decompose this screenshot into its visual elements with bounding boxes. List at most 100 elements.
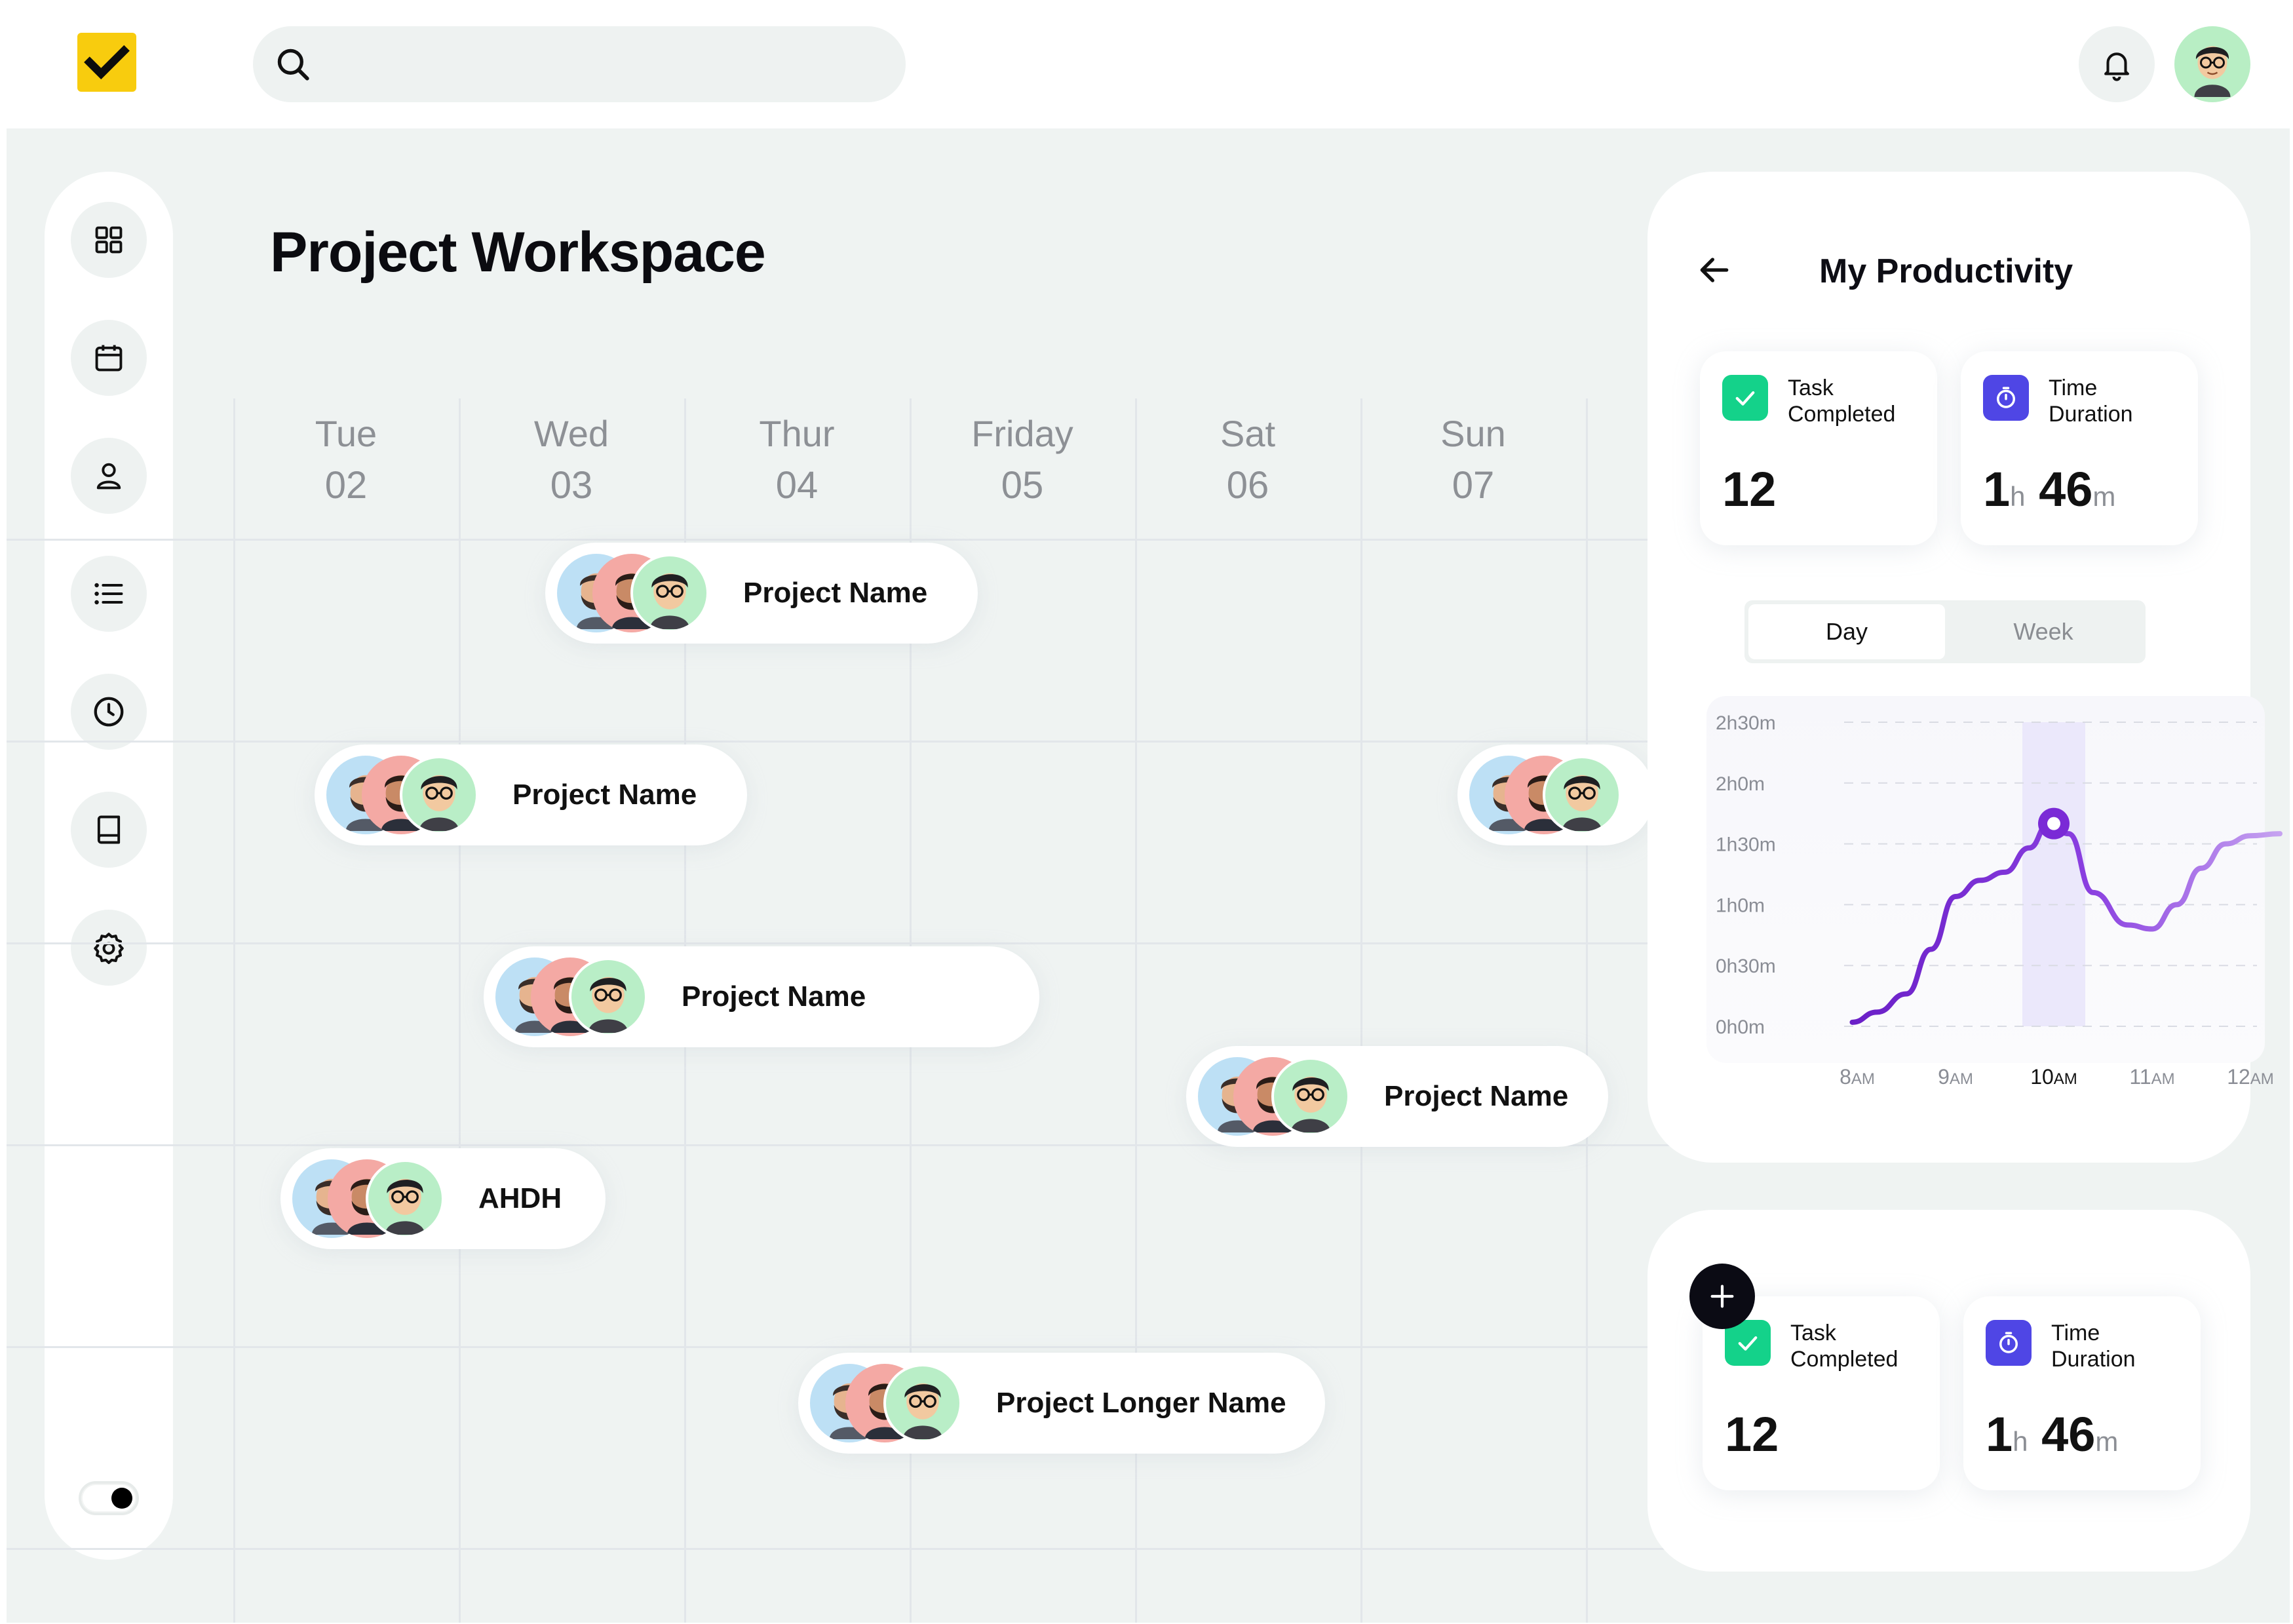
- check-badge: [1722, 375, 1768, 421]
- toggle-knob: [111, 1488, 132, 1509]
- project-name: Project Name: [512, 779, 697, 811]
- hours-unit: h: [2010, 481, 2026, 512]
- day-name: Wed: [533, 413, 609, 454]
- hours-value: 1: [1986, 1407, 2013, 1461]
- day-date: 06: [1226, 464, 1269, 507]
- task-completed-card[interactable]: Task Completed 12: [1703, 1296, 1940, 1490]
- chart-area: 2h30m 2h0m 1h30m 1h0m 0h30m 0h0m 8AM 9AM 10AM 11A…: [1706, 696, 2283, 1089]
- member-avatars: [1469, 756, 1624, 834]
- glasses-person-icon: [588, 976, 628, 1033]
- check-icon: [1735, 391, 1755, 406]
- timer-icon: [1997, 387, 2015, 408]
- task-completed-value: 12: [1725, 1407, 1779, 1461]
- sidebar-item-dashboard[interactable]: [71, 202, 147, 278]
- sidebar-item-docs[interactable]: [71, 792, 147, 868]
- timer-icon: [1999, 1332, 2018, 1353]
- task-completed-label: Task Completed: [1790, 1321, 1898, 1372]
- glasses-person-icon: [1290, 1076, 1331, 1132]
- tab-week[interactable]: Week: [2013, 618, 2073, 645]
- member-avatar: [366, 1159, 444, 1238]
- search-icon: [277, 48, 309, 81]
- glasses-person-icon: [419, 775, 459, 831]
- day-header[interactable]: Thur 04: [715, 410, 879, 514]
- day-header[interactable]: Sat 06: [1166, 410, 1330, 514]
- project-pill[interactable]: Project Name: [1186, 1046, 1608, 1147]
- add-button[interactable]: [1689, 1264, 1755, 1329]
- sidebar-item-list[interactable]: [71, 556, 147, 632]
- plus-icon: [1710, 1285, 1734, 1308]
- theme-toggle[interactable]: [79, 1481, 139, 1515]
- day-date: 02: [324, 464, 368, 507]
- productivity-chart: 2h30m 2h0m 1h30m 1h0m 0h30m 0h0m 8AM 9AM 10AM 11A…: [1716, 712, 2283, 1089]
- glasses-person-icon: [902, 1383, 943, 1439]
- sidebar-item-profile[interactable]: [71, 438, 147, 514]
- project-pill[interactable]: Project Name: [545, 543, 978, 644]
- page-title: Project Workspace: [270, 221, 766, 284]
- timer-badge: [1986, 1320, 2032, 1366]
- x-tick-label: 12AM: [2227, 1065, 2274, 1089]
- highlight-point-center: [2047, 817, 2060, 830]
- project-pill[interactable]: Project Longer Name: [798, 1353, 1325, 1454]
- y-tick-label: 1h0m: [1716, 895, 1765, 916]
- project-pill[interactable]: Project Name: [315, 744, 747, 845]
- x-tick-label: 10AM: [2030, 1065, 2077, 1089]
- member-avatar: [630, 554, 709, 632]
- member-avatar: [1271, 1057, 1350, 1136]
- search-bar[interactable]: [253, 26, 906, 102]
- y-tick-label: 2h30m: [1716, 712, 1776, 734]
- minutes-value: 46: [2041, 1407, 2096, 1461]
- sidebar: [45, 172, 173, 1560]
- time-duration-card[interactable]: Time Duration 1h 46m: [1961, 351, 2198, 545]
- search-input[interactable]: [325, 49, 862, 79]
- day-name: Friday: [971, 413, 1073, 454]
- day-header[interactable]: Tue 02: [264, 410, 428, 514]
- day-name: Thur: [759, 413, 835, 454]
- sidebar-item-time[interactable]: [71, 674, 147, 750]
- sidebar-item-calendar[interactable]: [71, 320, 147, 396]
- grid-column-line: [1135, 398, 1137, 1623]
- book-icon: [97, 815, 121, 844]
- time-duration-label: Time Duration: [2049, 376, 2133, 427]
- project-pill[interactable]: [1457, 744, 1654, 845]
- glasses-person-icon: [649, 573, 690, 629]
- notifications-button[interactable]: [2079, 26, 2155, 102]
- time-duration-value: 1h 46m: [1983, 461, 2115, 517]
- y-tick-label: 0h0m: [1716, 1016, 1765, 1038]
- member-avatars: [326, 756, 481, 834]
- day-header[interactable]: Sun 07: [1391, 410, 1555, 514]
- task-completed-label: Task Completed: [1788, 376, 1896, 427]
- member-avatars: [810, 1364, 965, 1442]
- task-completed-value: 12: [1722, 462, 1777, 516]
- project-name: Project Name: [682, 980, 866, 1013]
- tab-day[interactable]: Day: [1748, 604, 1945, 659]
- glasses-person-icon: [385, 1178, 425, 1235]
- member-avatar: [883, 1364, 962, 1442]
- grid-row-line: [7, 1144, 1678, 1146]
- x-tick-label: 9AM: [1938, 1065, 1973, 1089]
- time-duration-label: Time Duration: [2051, 1321, 2136, 1372]
- minutes-unit: m: [2092, 481, 2116, 512]
- minutes-value: 46: [2039, 462, 2093, 516]
- project-pill[interactable]: AHDH: [280, 1148, 606, 1249]
- minutes-unit: m: [2095, 1426, 2119, 1457]
- task-completed-card[interactable]: Task Completed 12: [1700, 351, 1937, 545]
- workspace-area: Project Workspace Tue 02 Wed 03 Thur 04 Fri…: [7, 128, 2290, 1623]
- day-header[interactable]: Friday 05: [940, 410, 1104, 514]
- checkmark-logo-icon: [84, 45, 130, 80]
- timer-badge: [1983, 375, 2029, 421]
- user-avatar[interactable]: [2174, 26, 2250, 102]
- y-tick-label: 0h30m: [1716, 956, 1776, 977]
- time-duration-card[interactable]: Time Duration 1h 46m: [1963, 1296, 2201, 1490]
- x-tick-label: 8AM: [1840, 1065, 1875, 1089]
- grid-column-line: [1586, 398, 1588, 1623]
- back-arrow-icon[interactable]: [1693, 249, 1735, 291]
- day-header[interactable]: Wed 03: [490, 410, 653, 514]
- app-logo[interactable]: [77, 33, 136, 92]
- grid-column-line: [1360, 398, 1362, 1623]
- grid-column-line: [233, 398, 235, 1623]
- member-avatar: [569, 957, 647, 1036]
- grid-row-line: [7, 539, 1678, 541]
- panel-title: My Productivity: [1819, 252, 2073, 290]
- sidebar-item-settings[interactable]: [71, 910, 147, 986]
- project-pill[interactable]: Project Name: [484, 946, 1039, 1047]
